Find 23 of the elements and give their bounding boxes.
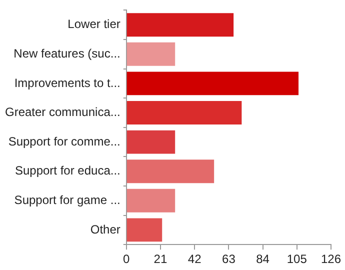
- bar: [126, 42, 176, 66]
- y-tick-label: Improvements to t...: [14, 76, 120, 90]
- x-tick-label: 63: [222, 252, 236, 266]
- bar: [126, 218, 162, 242]
- y-tick-label: Greater communica...: [4, 105, 120, 120]
- bar: [126, 13, 234, 37]
- x-tick-label: 42: [188, 252, 202, 266]
- y-tick-label: Support for game ...: [14, 192, 120, 207]
- bar: [126, 188, 176, 212]
- x-tick-label: 105: [286, 252, 308, 266]
- y-tick-label: Lower tier: [68, 17, 120, 32]
- x-tick-label: 0: [123, 252, 130, 266]
- y-tick-label: New features (suc...: [14, 46, 120, 60]
- x-tick-label: 84: [256, 252, 270, 266]
- bar: [126, 72, 299, 96]
- y-tick-label: Other: [90, 222, 120, 236]
- bar: [126, 101, 242, 124]
- bar: [126, 160, 214, 184]
- y-tick-label: Support for educa...: [14, 164, 120, 178]
- bar: [126, 130, 176, 154]
- x-tick-label: 126: [320, 252, 342, 266]
- x-tick-label: 21: [154, 252, 168, 266]
- y-tick-label: Support for comme...: [8, 134, 120, 148]
